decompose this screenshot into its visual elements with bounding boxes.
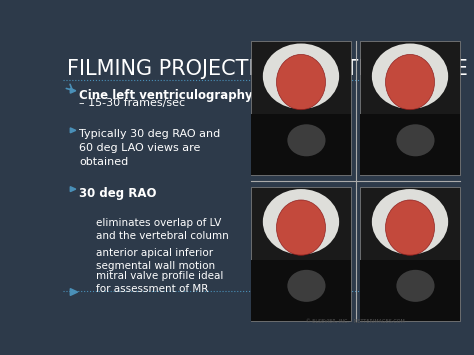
Ellipse shape (396, 270, 435, 302)
Text: © ELSEVIER, INC. - NETTERIMAGES.COM: © ELSEVIER, INC. - NETTERIMAGES.COM (306, 319, 405, 324)
FancyBboxPatch shape (251, 187, 351, 321)
FancyBboxPatch shape (360, 260, 460, 321)
Text: FILMING PROJECTION AND TECHNIQUE: FILMING PROJECTION AND TECHNIQUE (66, 59, 467, 79)
Text: eliminates overlap of LV
and the vertebral column: eliminates overlap of LV and the vertebr… (96, 218, 229, 241)
Ellipse shape (372, 189, 448, 255)
Polygon shape (70, 289, 78, 295)
Text: anterior apical inferior
segmental wall motion: anterior apical inferior segmental wall … (96, 248, 215, 271)
Ellipse shape (385, 200, 435, 255)
Ellipse shape (276, 54, 326, 110)
FancyBboxPatch shape (251, 260, 351, 321)
FancyBboxPatch shape (251, 114, 351, 175)
Ellipse shape (396, 124, 435, 156)
Text: mitral valve profile ideal
for assessment of MR: mitral valve profile ideal for assessmen… (96, 271, 223, 294)
FancyBboxPatch shape (360, 187, 460, 321)
Text: Cine left ventriculography: Cine left ventriculography (80, 89, 253, 102)
Polygon shape (70, 128, 76, 133)
Ellipse shape (276, 200, 326, 255)
Ellipse shape (263, 44, 339, 109)
Polygon shape (70, 187, 76, 192)
Ellipse shape (287, 124, 326, 156)
Ellipse shape (385, 54, 435, 110)
FancyBboxPatch shape (360, 41, 460, 175)
Ellipse shape (263, 189, 339, 255)
Ellipse shape (287, 270, 326, 302)
FancyBboxPatch shape (360, 114, 460, 175)
Text: – 15-30 frames/sec: – 15-30 frames/sec (80, 98, 186, 108)
FancyBboxPatch shape (251, 41, 351, 175)
Ellipse shape (372, 44, 448, 109)
Polygon shape (70, 88, 76, 93)
Text: 30 deg RAO: 30 deg RAO (80, 187, 157, 201)
Text: Typically 30 deg RAO and
60 deg LAO views are
obtained: Typically 30 deg RAO and 60 deg LAO view… (80, 129, 221, 167)
